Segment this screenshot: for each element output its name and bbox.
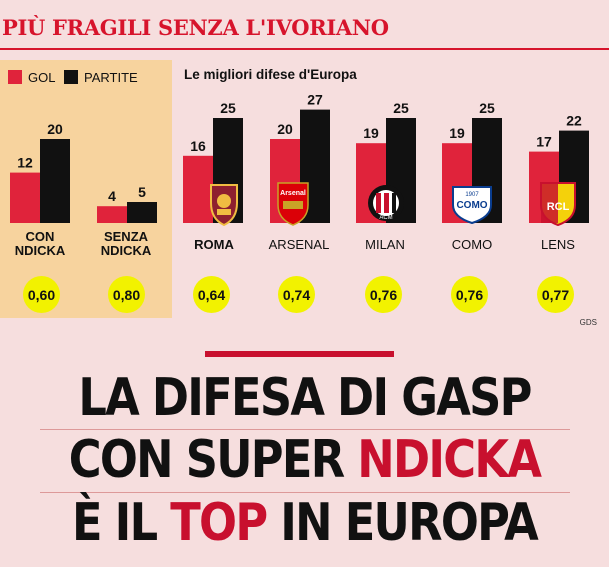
lens-crest-icon: RCL <box>540 182 576 227</box>
bar-chart: 12 20 4 5 16 25 20 27 19 25 19 25 17 22 Arsenal ACM 1… <box>10 92 589 227</box>
headline-ndicka-highlight: NDICKA <box>357 430 542 490</box>
bar-partite-0 <box>40 139 70 223</box>
legend-partite-label: PARTITE <box>84 69 138 85</box>
bar-value-label-gol-1: 4 <box>108 188 116 204</box>
bar-value-label-gol-6: 17 <box>536 134 552 150</box>
category-label-senza-line2: NDICKA <box>100 243 152 258</box>
ratio-badge-como: 0,76 <box>451 276 488 313</box>
category-label-con-line2: NDICKA <box>14 243 66 258</box>
category-label-arsenal: ARSENAL <box>268 237 330 252</box>
arsenal-crest-text: Arsenal <box>280 190 306 197</box>
ratio-badge-arsenal: 0,74 <box>278 276 315 313</box>
category-label-con: CON NDICKA <box>0 230 88 258</box>
category-label-milan: MILAN <box>365 237 405 252</box>
headline-line-1: LA DIFESA DI GASP <box>43 368 567 428</box>
headline-line-2: CON SUPER NDICKA <box>43 430 567 490</box>
category-label-lens: LENS <box>541 237 575 252</box>
bar-value-label-partite-0: 20 <box>47 121 63 137</box>
ratio-badge-con: 0,60 <box>23 276 60 313</box>
como-crest-icon: 1907 COMO <box>452 186 492 225</box>
headline-line-3-text-c: IN EUROPA <box>266 493 538 553</box>
title-rule <box>0 48 609 50</box>
category-label-senza: SENZA NDICKA <box>78 230 174 258</box>
bar-value-label-partite-5: 25 <box>479 100 495 116</box>
headline-top-highlight: TOP <box>170 493 268 553</box>
bar-value-label-partite-2: 25 <box>220 100 236 116</box>
legend-partite: PARTITE <box>64 69 138 85</box>
headline-separator-2 <box>40 492 570 493</box>
source-credit: GDS <box>579 318 597 327</box>
chart-subtitle: Le migliori difese d'Europa <box>184 67 357 82</box>
bar-value-label-gol-3: 20 <box>277 121 293 137</box>
ratio-badge-lens: 0,77 <box>537 276 574 313</box>
headline-separator-1 <box>40 429 570 430</box>
bar-value-label-gol-0: 12 <box>17 155 33 171</box>
category-label-con-line1: CON <box>25 229 55 244</box>
bar-value-label-gol-2: 16 <box>190 138 206 154</box>
bar-gol-2 <box>183 155 213 223</box>
ratio-badge-milan: 0,76 <box>365 276 402 313</box>
bar-value-label-partite-3: 27 <box>307 92 323 108</box>
ratio-badge-roma: 0,64 <box>193 276 230 313</box>
headline-line-2-text: CON SUPER <box>68 430 358 490</box>
bar-value-label-gol-5: 19 <box>449 125 465 141</box>
headline-accent-bar <box>205 351 394 357</box>
bar-partite-1 <box>127 202 157 223</box>
como-crest-year: 1907 <box>465 192 479 198</box>
milan-crest-icon: ACM <box>368 185 404 221</box>
headline-line-3: È IL TOP IN EUROPA <box>43 493 567 553</box>
legend-gol-swatch <box>8 70 22 84</box>
category-label-senza-line1: SENZA <box>103 229 149 244</box>
bar-value-label-partite-4: 25 <box>393 100 409 116</box>
headline-line-1-text: LA DIFESA DI GASP <box>78 368 532 428</box>
lens-crest-text: RCL <box>547 201 570 213</box>
legend-gol: GOL <box>8 69 55 85</box>
page-title: PIÙ FRAGILI SENZA L'IVORIANO <box>2 15 389 40</box>
category-label-como: COMO <box>451 237 493 252</box>
category-label-roma: ROMA <box>194 237 234 252</box>
legend-partite-swatch <box>64 70 78 84</box>
headline-line-3-text-a: È IL <box>72 493 171 553</box>
milan-crest-text: ACM <box>379 215 392 221</box>
bar-gol-1 <box>97 206 127 223</box>
bar-value-label-partite-1: 5 <box>138 184 146 200</box>
legend-gol-label: GOL <box>28 69 56 85</box>
arsenal-crest-icon: Arsenal <box>277 182 309 226</box>
bar-gol-0 <box>10 172 40 223</box>
bar-value-label-partite-6: 22 <box>566 113 582 129</box>
como-crest-text: COMO <box>456 200 487 211</box>
roma-crest-icon <box>210 184 238 227</box>
bar-value-label-gol-4: 19 <box>363 125 379 141</box>
ratio-badge-senza: 0,80 <box>108 276 145 313</box>
